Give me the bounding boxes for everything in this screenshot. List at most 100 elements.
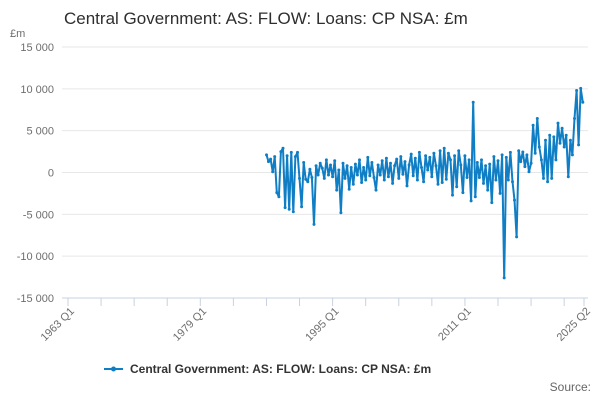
data-point-marker: [331, 175, 335, 179]
data-point-marker: [308, 167, 312, 171]
data-point-marker: [269, 157, 273, 161]
data-point-marker: [327, 173, 330, 177]
data-point-marker: [482, 181, 485, 185]
data-point-marker: [546, 180, 550, 184]
data-point-marker: [413, 156, 417, 160]
legend[interactable]: Central Government: AS: FLOW: Loans: CP …: [104, 362, 431, 376]
data-point-marker: [374, 188, 378, 192]
data-point-marker: [475, 161, 479, 164]
data-point-marker: [548, 133, 552, 137]
data-point-marker: [542, 176, 545, 180]
data-point-marker: [298, 176, 301, 180]
data-point-marker: [422, 180, 426, 184]
data-point-marker: [320, 166, 324, 170]
data-point-marker: [384, 156, 388, 160]
data-point-marker: [484, 164, 488, 168]
data-point-marker: [473, 195, 477, 199]
data-point-marker: [525, 153, 529, 157]
data-point-marker: [426, 168, 430, 172]
data-point-marker: [496, 159, 500, 163]
data-point-marker: [409, 152, 413, 156]
data-point-marker: [300, 205, 304, 209]
data-point-marker: [527, 170, 531, 174]
data-point-marker: [339, 211, 343, 215]
y-axis-unit-label: £m: [10, 28, 25, 40]
data-point-marker: [273, 155, 277, 159]
data-point-marker: [517, 149, 521, 153]
data-point-marker: [405, 184, 409, 188]
data-point-marker: [386, 175, 390, 179]
data-point-marker: [279, 150, 283, 154]
data-point-marker: [446, 151, 450, 155]
data-point-marker: [529, 161, 533, 165]
data-point-marker: [440, 181, 444, 184]
data-point-marker: [341, 161, 345, 165]
data-point-marker: [477, 176, 481, 179]
data-point-marker: [293, 155, 297, 159]
data-point-marker: [289, 150, 293, 154]
data-point-marker: [380, 159, 384, 163]
data-point-marker: [324, 158, 328, 162]
data-point-marker: [397, 176, 401, 180]
data-point-marker: [318, 161, 322, 165]
data-point-marker: [556, 121, 560, 125]
data-point-marker: [349, 166, 353, 169]
data-point-marker: [554, 158, 558, 162]
data-point-marker: [531, 123, 535, 127]
data-point-marker: [457, 149, 461, 153]
data-point-marker: [581, 100, 585, 104]
data-point-marker: [544, 138, 547, 142]
data-point-marker: [523, 165, 527, 169]
data-point-marker: [552, 135, 556, 139]
data-point-marker: [358, 158, 361, 162]
data-point-marker: [550, 176, 554, 180]
data-point-marker: [417, 150, 421, 154]
data-point-marker: [511, 180, 514, 184]
data-point-marker: [314, 164, 318, 168]
data-point-marker: [393, 164, 397, 168]
legend-series-label[interactable]: Central Government: AS: FLOW: Loans: CP …: [130, 362, 432, 376]
data-point-marker: [310, 176, 314, 179]
data-point-marker: [515, 235, 519, 239]
data-point-marker: [407, 163, 411, 167]
data-point-marker: [519, 160, 523, 164]
data-point-marker: [568, 138, 572, 142]
data-point-marker: [500, 153, 504, 157]
source-label: Source:: [549, 380, 591, 394]
x-axis-tick-label: 1963 Q1: [39, 305, 77, 343]
data-point-marker: [312, 222, 316, 226]
data-point-marker: [521, 150, 525, 154]
legend-series-marker-icon: [104, 366, 123, 372]
data-point-marker: [449, 158, 452, 162]
data-point-marker: [471, 100, 475, 104]
x-axis-tick-label: 1995 Q1: [303, 305, 341, 343]
data-point-marker: [343, 176, 347, 180]
data-point-marker: [465, 176, 469, 179]
data-point-marker: [535, 117, 539, 120]
data-point-marker: [296, 150, 299, 154]
data-point-marker: [322, 176, 326, 180]
data-point-marker: [411, 174, 415, 178]
data-point-marker: [420, 166, 423, 169]
data-point-marker: [275, 191, 279, 195]
data-line: [265, 87, 584, 279]
data-point-marker: [399, 155, 403, 159]
data-point-marker: [329, 163, 332, 167]
data-point-marker: [539, 158, 543, 162]
data-point-marker: [434, 164, 438, 168]
data-point-marker: [355, 173, 359, 177]
y-axis-tick-label: 10 000: [20, 84, 54, 96]
data-point-marker: [562, 145, 566, 149]
data-point-marker: [345, 164, 349, 168]
data-point-marker: [480, 158, 483, 162]
data-point-marker: [424, 154, 428, 158]
data-point-marker: [463, 154, 467, 158]
data-point-marker: [573, 117, 576, 120]
data-point-marker: [459, 163, 463, 167]
y-axis-tick-label: 5 000: [26, 126, 54, 138]
data-point-marker: [362, 166, 366, 169]
data-point-marker: [502, 276, 506, 280]
data-point-marker: [508, 150, 512, 154]
